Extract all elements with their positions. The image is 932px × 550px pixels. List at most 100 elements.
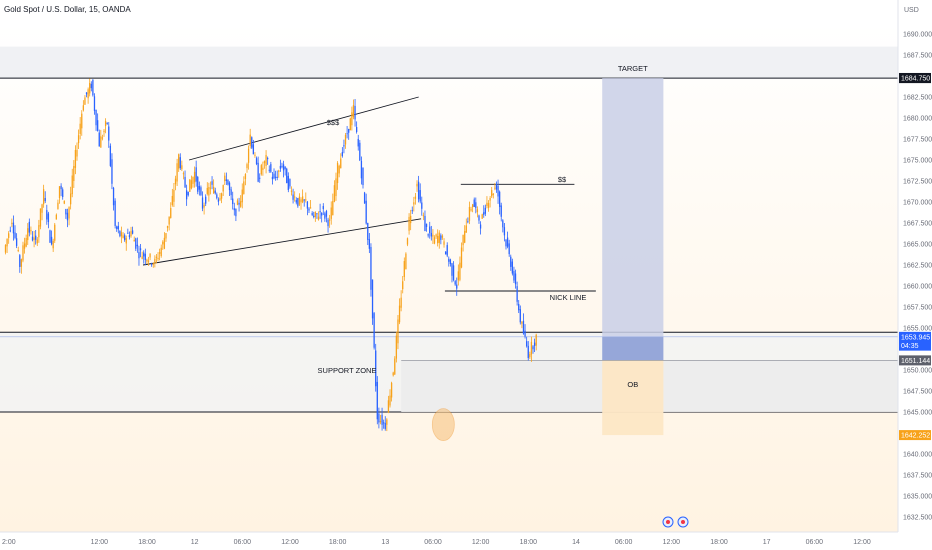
candle-body [211,181,213,185]
candle-body [158,252,161,254]
y-tick-label: 1670.000 [903,200,932,207]
candle-body [449,259,452,264]
candle-body [111,159,113,184]
candle-body [265,154,267,166]
candle-body [473,199,475,207]
candle-body [524,330,526,337]
candle-body [410,215,412,224]
candle-body [317,216,320,220]
candle-body [503,227,506,236]
y-tick-label: 1687.500 [903,53,932,60]
candle-body [286,168,288,184]
candle-body [300,199,302,203]
candle-body [133,239,135,242]
candle-body [267,157,269,160]
candle-body [147,260,150,262]
candle-body [228,182,231,191]
candle-body [386,419,388,425]
candle-body [395,335,398,359]
candle-body [214,190,216,194]
candle-body [527,345,529,359]
candle-body [109,145,112,166]
price-tag [899,340,931,351]
candle-body [432,234,434,237]
y-tick-label: 1665.000 [903,242,932,249]
candle-body [381,414,383,425]
candle-body [289,179,291,187]
candle-body [535,334,537,346]
candle-body [143,252,145,257]
candle-body [259,177,261,179]
candle-body [84,97,86,105]
candle-body [44,198,46,202]
candle-body [49,230,51,243]
candle-body [76,149,78,157]
candle-body [335,178,337,197]
candle-body [79,123,81,134]
candle-body [355,127,358,132]
price-tag-label: 1651.144 [901,358,930,365]
candle-body [521,321,523,324]
candle-body [224,175,226,182]
x-tick-label: 06:00 [615,539,633,546]
candle-body [295,200,297,203]
candle-body [328,219,331,221]
candle-body [483,212,485,215]
candle-body [309,207,312,209]
candle-body [166,225,169,228]
channel-lower-line [142,218,422,266]
candle-body [281,166,283,168]
candle-body [371,279,374,319]
candle-body [362,167,364,186]
candle-body [58,186,61,199]
y-tick-label: 1675.000 [903,158,932,165]
x-tick-label: 17 [763,539,771,546]
candle-body [486,202,488,207]
candle-body [125,238,127,244]
candle-body [336,162,339,183]
candle-body [38,225,40,238]
candle-body [54,224,56,241]
upper-band [0,46,898,79]
x-tick-label: 18:00 [520,539,538,546]
candle-body [217,199,220,202]
candle-body [313,215,315,217]
candle-body [95,109,97,126]
sweep-low-circle [431,408,455,442]
candle-body [498,191,501,207]
y-tick-label: 1662.500 [903,263,932,270]
candle-body [351,112,353,126]
candle-body [487,202,490,208]
candle-body [414,196,417,199]
price-tag-label: 04:35 [901,343,919,350]
candle-body [236,200,239,205]
candle-body [146,259,148,262]
candle-body [468,206,471,221]
candle-body [268,169,270,171]
candle-body [15,238,18,246]
candle-body [181,165,183,170]
x-tick-label: 2:00 [2,539,16,546]
candle-body [294,196,296,198]
candle-body [330,207,332,219]
candle-body [384,422,386,429]
candle-body [322,206,324,210]
candle-body [244,174,247,180]
candle-body [124,235,126,240]
candle-body [36,239,38,244]
candle-body [66,212,69,221]
candle-body [206,187,208,194]
candle-body [427,234,429,236]
candle-body [402,281,404,290]
support-zone-label: SUPPORT ZONE [318,366,377,375]
candle-body [103,130,105,133]
candle-body [173,189,175,202]
candle-body [193,171,196,183]
candle-body [25,238,27,247]
candle-body [152,263,154,265]
candle-body [332,201,334,216]
candle-body [437,235,439,244]
candle-body [222,185,224,192]
candle-body [419,190,421,202]
